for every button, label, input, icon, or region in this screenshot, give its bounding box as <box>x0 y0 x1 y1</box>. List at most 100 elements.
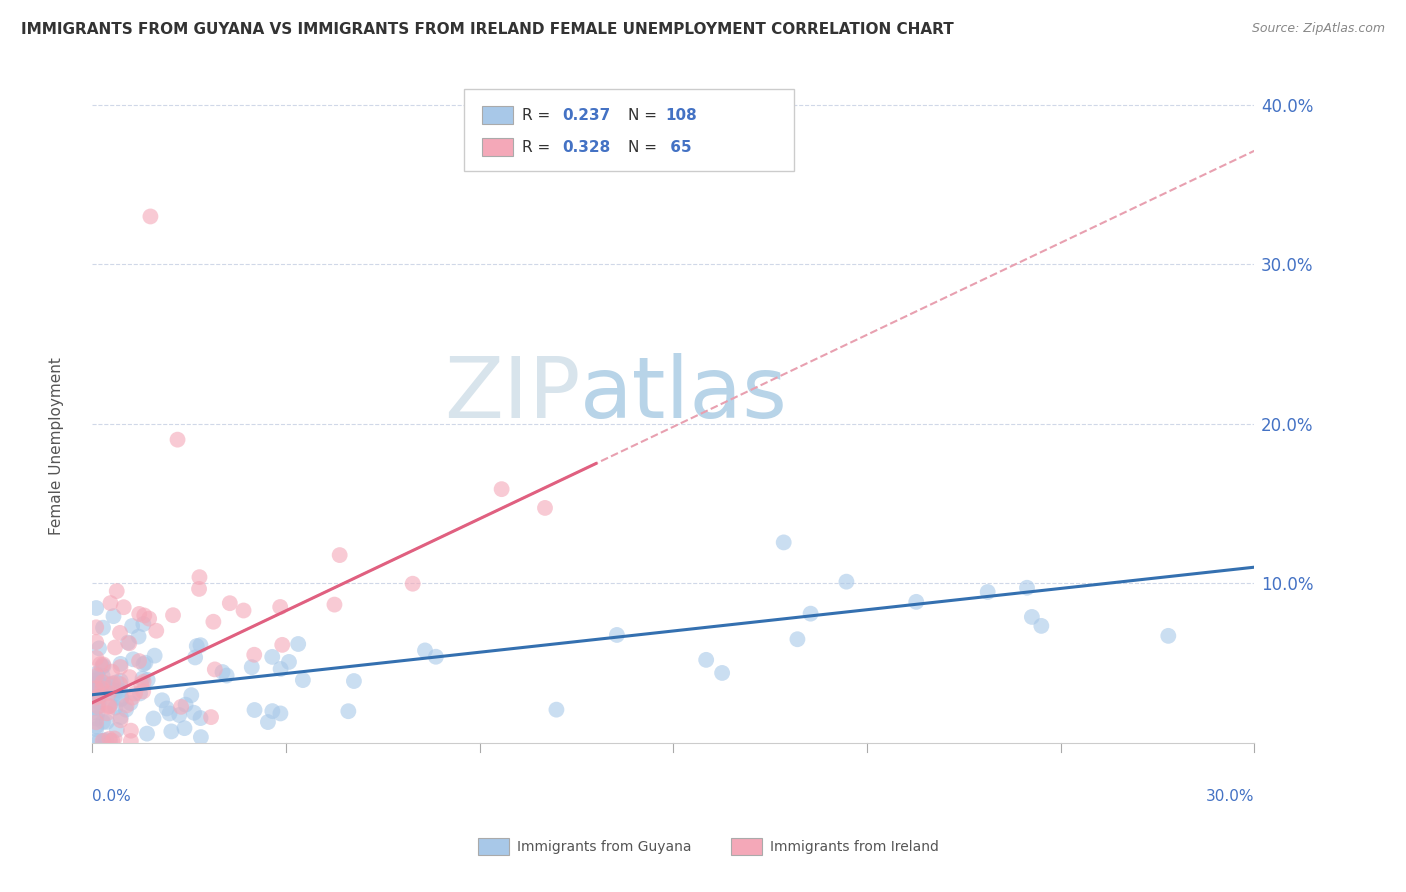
Point <box>240 660 263 674</box>
Point <box>491 482 513 496</box>
Point <box>86 673 108 688</box>
Point <box>190 638 212 652</box>
Point <box>243 703 266 717</box>
Point <box>84 680 107 694</box>
Point <box>100 677 122 691</box>
Point <box>166 433 188 447</box>
Point <box>1031 619 1053 633</box>
Point <box>121 690 143 705</box>
Point <box>132 674 155 689</box>
Point <box>337 704 360 718</box>
Point <box>115 703 138 717</box>
Point <box>84 690 107 705</box>
Point <box>186 639 208 653</box>
Point <box>402 576 425 591</box>
Point <box>546 703 568 717</box>
Point <box>101 734 124 748</box>
Point <box>89 689 111 703</box>
Text: N =: N = <box>628 108 658 122</box>
Point <box>204 662 226 676</box>
Point <box>84 734 107 748</box>
Point <box>104 683 127 698</box>
Point <box>162 608 184 623</box>
Point <box>105 675 128 690</box>
Point <box>90 683 112 698</box>
Point <box>138 612 160 626</box>
Point <box>190 730 212 744</box>
Point <box>97 699 120 714</box>
Point <box>132 657 155 672</box>
Point <box>711 665 734 680</box>
Point <box>606 628 628 642</box>
Point <box>86 666 108 681</box>
Point <box>287 637 309 651</box>
Point <box>262 649 284 664</box>
Point <box>905 595 928 609</box>
Point <box>110 710 132 724</box>
Point <box>786 632 808 647</box>
Point <box>105 723 128 737</box>
Point <box>167 708 190 723</box>
Point <box>93 734 115 748</box>
Text: IMMIGRANTS FROM GUYANA VS IMMIGRANTS FROM IRELAND FEMALE UNEMPLOYMENT CORRELATIO: IMMIGRANTS FROM GUYANA VS IMMIGRANTS FRO… <box>21 22 953 37</box>
Text: 0.0%: 0.0% <box>93 789 131 805</box>
Point <box>129 677 152 691</box>
Text: N =: N = <box>628 140 658 154</box>
Point <box>87 676 110 690</box>
Point <box>104 687 127 701</box>
Text: R =: R = <box>522 108 555 122</box>
Point <box>86 679 108 693</box>
Point <box>136 673 159 687</box>
Point <box>134 656 156 670</box>
Point <box>257 714 280 729</box>
Point <box>190 711 212 725</box>
Point <box>118 636 141 650</box>
Text: Immigrants from Guyana: Immigrants from Guyana <box>517 839 692 854</box>
Point <box>128 630 150 644</box>
Point <box>124 686 146 700</box>
Point <box>98 734 121 748</box>
Point <box>243 648 266 662</box>
Point <box>97 677 120 691</box>
Point <box>160 724 183 739</box>
Point <box>132 617 155 632</box>
Point <box>98 698 121 713</box>
Point <box>800 607 823 621</box>
Point <box>108 683 131 698</box>
Point <box>218 596 240 610</box>
Point <box>211 665 233 679</box>
Point <box>84 651 107 665</box>
Point <box>976 585 998 599</box>
Point <box>232 603 254 617</box>
Point <box>156 701 179 715</box>
Point <box>110 692 132 706</box>
Point <box>104 640 127 655</box>
Point <box>91 714 114 729</box>
Point <box>91 675 114 690</box>
Point <box>86 669 108 683</box>
Point <box>104 700 127 714</box>
Point <box>329 548 352 562</box>
Point <box>145 624 167 638</box>
Point <box>534 500 557 515</box>
Point <box>91 657 114 672</box>
Point <box>87 641 110 656</box>
Point <box>425 649 447 664</box>
Point <box>121 619 143 633</box>
Point <box>84 701 107 715</box>
Point <box>94 733 117 747</box>
Point <box>84 719 107 733</box>
Text: 0.328: 0.328 <box>562 140 610 154</box>
Point <box>98 731 121 746</box>
Point <box>128 607 150 621</box>
Point <box>1021 610 1043 624</box>
Point <box>84 722 107 736</box>
Point <box>91 659 114 673</box>
Point <box>343 673 366 688</box>
Point <box>93 659 115 673</box>
Point <box>200 710 222 724</box>
Point <box>100 596 122 610</box>
Point <box>173 721 195 735</box>
Point <box>1157 629 1180 643</box>
Point <box>170 699 193 714</box>
